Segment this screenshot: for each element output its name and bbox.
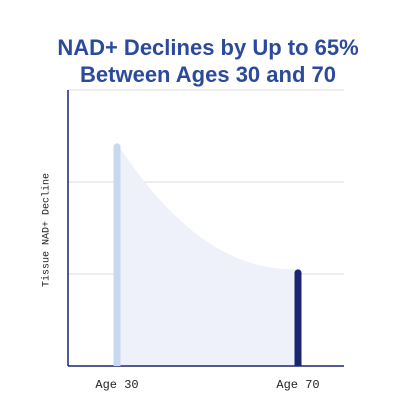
bar (113, 143, 121, 366)
bar (294, 269, 302, 366)
x-tick-label: Age 70 (276, 378, 319, 392)
decline-area (117, 143, 298, 366)
x-tick-label: Age 30 (95, 378, 138, 392)
chart-title: NAD+ Declines by Up to 65% Between Ages … (57, 35, 359, 87)
y-axis-label: Tissue NAD+ Decline (41, 173, 53, 287)
